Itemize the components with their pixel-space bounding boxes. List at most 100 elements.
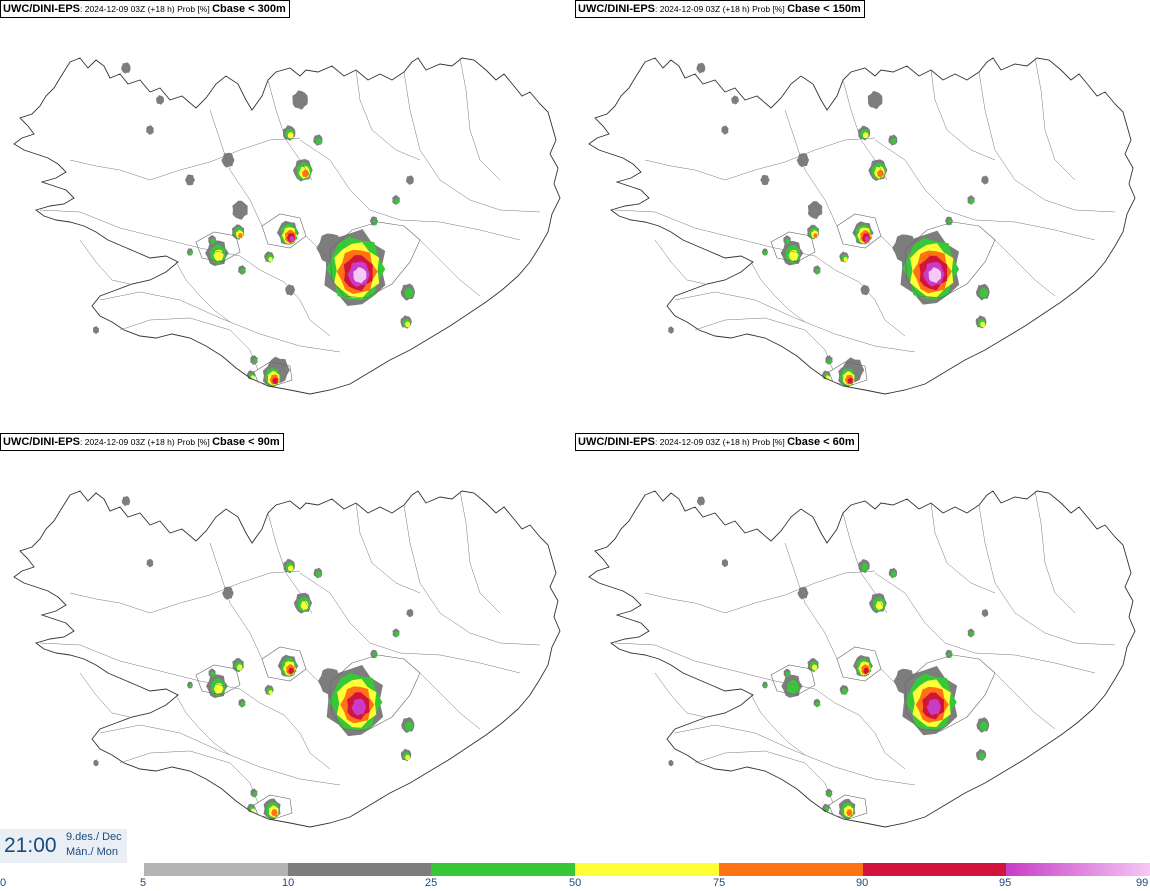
road-line [674,291,916,353]
valid-time-box: 21:00 9.des./ Dec Mán./ Mon [0,829,127,863]
prob-area [372,219,378,226]
road-line [209,542,263,660]
prob-area [189,684,193,689]
road-line [79,239,131,285]
legend-tick: 25 [425,877,438,889]
prob-area [827,358,833,364]
road-line [978,504,1116,646]
glacier-outline [770,231,816,263]
road-line [978,71,1116,213]
prob-area [316,570,322,578]
prob-area [785,238,791,245]
prob-area [300,600,309,611]
road-line [880,235,906,263]
legend-tick: 90 [856,877,869,889]
road-line [654,239,706,285]
road-line [69,592,151,614]
legend-tick: 50 [569,877,582,889]
road-line [267,79,313,181]
road-line [930,502,996,594]
prob-area-low [668,759,674,767]
coastline [13,490,561,828]
prob-area [764,251,768,256]
prob-area [315,137,322,145]
glacier-outline [904,221,996,299]
map-panel-300m: UWC/DINI-EPS: 2024-12-09 03Z (+18 h) Pro… [0,0,575,430]
prob-area [812,664,818,671]
road-line [39,209,241,257]
prob-area [980,321,986,328]
road-line [644,592,726,614]
glacier-outline [329,654,421,732]
legend-color-4 [718,863,863,876]
road-line [69,159,151,181]
road-line [814,255,906,337]
road-line [750,261,806,323]
road-line [459,57,501,181]
road-line [99,291,341,353]
coastline [588,490,1136,828]
road-line [119,750,259,804]
road-line [694,317,834,371]
prob-area [404,721,413,732]
road-line [305,668,331,696]
iceland-map [13,57,561,395]
glacier-outline [195,664,241,696]
road-line [267,512,313,614]
prob-area-low [721,558,729,567]
probability-overlay [668,62,990,387]
road-line [149,137,301,181]
prob-area [969,631,975,637]
road-line [1034,57,1076,181]
prob-area [764,684,768,689]
prob-area-low [731,95,739,105]
legend-color-2 [431,863,576,876]
coastline [588,57,1136,395]
prob-area [252,791,258,797]
prob-area-low [696,62,706,74]
prob-area [979,721,988,731]
prob-area-low [760,174,770,186]
road-line [305,235,331,263]
road-line [1034,490,1076,614]
prob-area [875,600,884,611]
prob-area-low [721,125,729,135]
glacier-outline [828,794,868,820]
road-line [614,209,816,257]
valid-time: 21:00 [4,834,57,857]
prob-area [287,131,294,139]
road-line [994,239,1056,297]
road-line [930,69,996,161]
road-line [842,512,888,614]
prob-area [238,233,243,239]
road-line [419,239,481,297]
color-legend [144,863,1150,876]
coastline [13,57,561,395]
panel-title: UWC/DINI-EPS: 2024-12-09 03Z (+18 h) Pro… [0,433,284,451]
road-line [419,672,481,730]
prob-area [213,683,224,694]
prob-area [846,809,853,817]
road-line [149,570,301,614]
panel-title: UWC/DINI-EPS: 2024-12-09 03Z (+18 h) Pro… [575,433,859,451]
prob-area [394,198,400,205]
legend-tick: 99 [1136,877,1149,889]
map-panel-90m: UWC/DINI-EPS: 2024-12-09 03Z (+18 h) Pro… [0,433,575,863]
prob-area [240,701,246,707]
road-line [239,255,331,337]
prob-area [863,667,869,674]
prob-area-low [93,759,99,767]
prob-area [271,809,278,817]
prob-area [843,256,848,262]
legend-tick: 0 [0,877,7,889]
road-line [209,109,263,227]
probability-overlay [92,62,415,388]
prob-area [969,198,975,204]
prob-area-low [797,586,809,600]
road-line [814,688,906,770]
road-line [644,159,726,181]
prob-area-low [156,95,165,105]
prob-area-low [292,90,308,110]
road-line [874,139,1096,241]
prob-area [288,565,294,572]
